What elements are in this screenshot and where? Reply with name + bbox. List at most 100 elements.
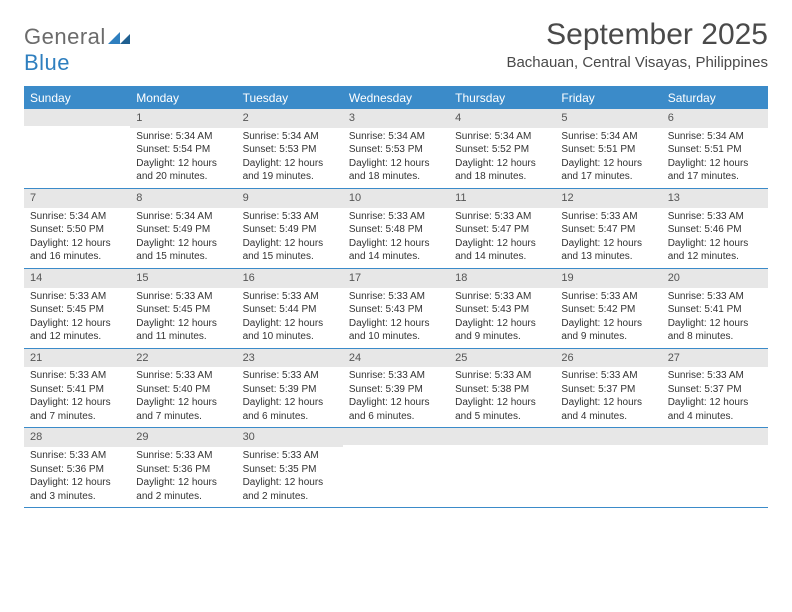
sunrise-text: Sunrise: 5:33 AM	[243, 210, 337, 224]
day-number: 4	[449, 109, 555, 128]
day-body: Sunrise: 5:33 AMSunset: 5:45 PMDaylight:…	[130, 288, 236, 348]
daylight-text: Daylight: 12 hours and 12 minutes.	[668, 237, 762, 264]
sunrise-text: Sunrise: 5:33 AM	[561, 210, 655, 224]
sunset-text: Sunset: 5:37 PM	[561, 383, 655, 397]
day-cell: 27Sunrise: 5:33 AMSunset: 5:37 PMDayligh…	[662, 349, 768, 428]
day-cell: 6Sunrise: 5:34 AMSunset: 5:51 PMDaylight…	[662, 109, 768, 188]
sunrise-text: Sunrise: 5:34 AM	[136, 130, 230, 144]
sunrise-text: Sunrise: 5:33 AM	[243, 290, 337, 304]
day-number: 21	[24, 349, 130, 368]
day-body: Sunrise: 5:33 AMSunset: 5:41 PMDaylight:…	[24, 367, 130, 427]
day-cell	[662, 428, 768, 507]
day-number: 26	[555, 349, 661, 368]
day-cell: 8Sunrise: 5:34 AMSunset: 5:49 PMDaylight…	[130, 189, 236, 268]
sunset-text: Sunset: 5:41 PM	[668, 303, 762, 317]
weekday-header: Wednesday	[343, 88, 449, 109]
day-body: Sunrise: 5:33 AMSunset: 5:42 PMDaylight:…	[555, 288, 661, 348]
sunrise-text: Sunrise: 5:33 AM	[349, 369, 443, 383]
daylight-text: Daylight: 12 hours and 2 minutes.	[136, 476, 230, 503]
day-cell: 17Sunrise: 5:33 AMSunset: 5:43 PMDayligh…	[343, 269, 449, 348]
daylight-text: Daylight: 12 hours and 4 minutes.	[561, 396, 655, 423]
day-body: Sunrise: 5:34 AMSunset: 5:53 PMDaylight:…	[237, 128, 343, 188]
day-number: 10	[343, 189, 449, 208]
day-number: 3	[343, 109, 449, 128]
weekday-header: Saturday	[662, 88, 768, 109]
sunset-text: Sunset: 5:53 PM	[243, 143, 337, 157]
sunset-text: Sunset: 5:36 PM	[136, 463, 230, 477]
day-number: 13	[662, 189, 768, 208]
weekday-header-row: Sunday Monday Tuesday Wednesday Thursday…	[24, 88, 768, 109]
day-cell: 13Sunrise: 5:33 AMSunset: 5:46 PMDayligh…	[662, 189, 768, 268]
sunrise-text: Sunrise: 5:33 AM	[455, 290, 549, 304]
daylight-text: Daylight: 12 hours and 10 minutes.	[349, 317, 443, 344]
day-number	[343, 428, 449, 445]
day-cell: 10Sunrise: 5:33 AMSunset: 5:48 PMDayligh…	[343, 189, 449, 268]
daylight-text: Daylight: 12 hours and 15 minutes.	[243, 237, 337, 264]
daylight-text: Daylight: 12 hours and 16 minutes.	[30, 237, 124, 264]
daylight-text: Daylight: 12 hours and 19 minutes.	[243, 157, 337, 184]
day-number: 16	[237, 269, 343, 288]
weekday-header: Friday	[555, 88, 661, 109]
day-body: Sunrise: 5:33 AMSunset: 5:43 PMDaylight:…	[343, 288, 449, 348]
day-number: 28	[24, 428, 130, 447]
daylight-text: Daylight: 12 hours and 10 minutes.	[243, 317, 337, 344]
sunrise-text: Sunrise: 5:34 AM	[349, 130, 443, 144]
sunrise-text: Sunrise: 5:33 AM	[243, 369, 337, 383]
day-cell: 19Sunrise: 5:33 AMSunset: 5:42 PMDayligh…	[555, 269, 661, 348]
day-cell: 3Sunrise: 5:34 AMSunset: 5:53 PMDaylight…	[343, 109, 449, 188]
sunrise-text: Sunrise: 5:33 AM	[455, 369, 549, 383]
day-body: Sunrise: 5:34 AMSunset: 5:50 PMDaylight:…	[24, 208, 130, 268]
daylight-text: Daylight: 12 hours and 2 minutes.	[243, 476, 337, 503]
day-body: Sunrise: 5:34 AMSunset: 5:54 PMDaylight:…	[130, 128, 236, 188]
day-number: 23	[237, 349, 343, 368]
day-body: Sunrise: 5:33 AMSunset: 5:39 PMDaylight:…	[343, 367, 449, 427]
week-row: 7Sunrise: 5:34 AMSunset: 5:50 PMDaylight…	[24, 189, 768, 269]
week-row: 21Sunrise: 5:33 AMSunset: 5:41 PMDayligh…	[24, 349, 768, 429]
day-cell: 16Sunrise: 5:33 AMSunset: 5:44 PMDayligh…	[237, 269, 343, 348]
sunrise-text: Sunrise: 5:33 AM	[561, 290, 655, 304]
weekday-header: Sunday	[24, 88, 130, 109]
day-body: Sunrise: 5:34 AMSunset: 5:49 PMDaylight:…	[130, 208, 236, 268]
logo-mark-icon	[108, 24, 130, 50]
daylight-text: Daylight: 12 hours and 17 minutes.	[561, 157, 655, 184]
day-number: 2	[237, 109, 343, 128]
day-body: Sunrise: 5:33 AMSunset: 5:44 PMDaylight:…	[237, 288, 343, 348]
day-number: 17	[343, 269, 449, 288]
day-cell: 7Sunrise: 5:34 AMSunset: 5:50 PMDaylight…	[24, 189, 130, 268]
day-cell: 25Sunrise: 5:33 AMSunset: 5:38 PMDayligh…	[449, 349, 555, 428]
daylight-text: Daylight: 12 hours and 17 minutes.	[668, 157, 762, 184]
daylight-text: Daylight: 12 hours and 4 minutes.	[668, 396, 762, 423]
sunset-text: Sunset: 5:51 PM	[668, 143, 762, 157]
daylight-text: Daylight: 12 hours and 14 minutes.	[455, 237, 549, 264]
day-cell: 21Sunrise: 5:33 AMSunset: 5:41 PMDayligh…	[24, 349, 130, 428]
weekday-header: Thursday	[449, 88, 555, 109]
sunset-text: Sunset: 5:46 PM	[668, 223, 762, 237]
day-number: 22	[130, 349, 236, 368]
sunrise-text: Sunrise: 5:34 AM	[30, 210, 124, 224]
sunset-text: Sunset: 5:35 PM	[243, 463, 337, 477]
sunrise-text: Sunrise: 5:33 AM	[136, 449, 230, 463]
sunset-text: Sunset: 5:45 PM	[30, 303, 124, 317]
day-cell: 20Sunrise: 5:33 AMSunset: 5:41 PMDayligh…	[662, 269, 768, 348]
daylight-text: Daylight: 12 hours and 6 minutes.	[243, 396, 337, 423]
daylight-text: Daylight: 12 hours and 14 minutes.	[349, 237, 443, 264]
day-number: 30	[237, 428, 343, 447]
daylight-text: Daylight: 12 hours and 7 minutes.	[136, 396, 230, 423]
day-cell: 15Sunrise: 5:33 AMSunset: 5:45 PMDayligh…	[130, 269, 236, 348]
calendar-page: General Blue September 2025 Bachauan, Ce…	[0, 0, 792, 508]
day-cell: 2Sunrise: 5:34 AMSunset: 5:53 PMDaylight…	[237, 109, 343, 188]
calendar-grid: Sunday Monday Tuesday Wednesday Thursday…	[24, 86, 768, 508]
sunrise-text: Sunrise: 5:33 AM	[30, 369, 124, 383]
day-cell: 23Sunrise: 5:33 AMSunset: 5:39 PMDayligh…	[237, 349, 343, 428]
weeks-container: 1Sunrise: 5:34 AMSunset: 5:54 PMDaylight…	[24, 109, 768, 508]
day-body: Sunrise: 5:33 AMSunset: 5:35 PMDaylight:…	[237, 447, 343, 507]
daylight-text: Daylight: 12 hours and 11 minutes.	[136, 317, 230, 344]
sunset-text: Sunset: 5:38 PM	[455, 383, 549, 397]
sunrise-text: Sunrise: 5:33 AM	[136, 290, 230, 304]
day-number: 29	[130, 428, 236, 447]
sunset-text: Sunset: 5:51 PM	[561, 143, 655, 157]
day-cell: 30Sunrise: 5:33 AMSunset: 5:35 PMDayligh…	[237, 428, 343, 507]
day-number: 9	[237, 189, 343, 208]
sunset-text: Sunset: 5:47 PM	[455, 223, 549, 237]
title-block: September 2025 Bachauan, Central Visayas…	[506, 18, 768, 71]
